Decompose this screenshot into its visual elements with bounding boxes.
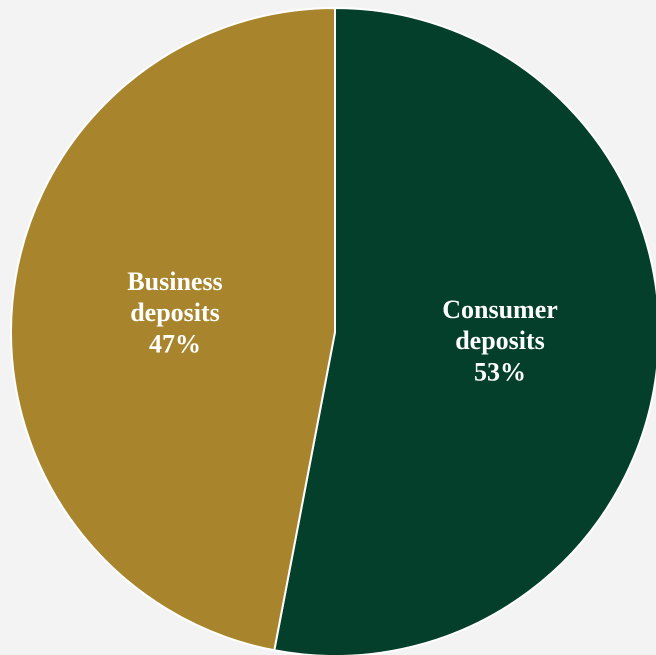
pie-labels: Consumer deposits 53%Business deposits 47% [127, 267, 557, 386]
pie-slice-label: Business deposits 47% [127, 267, 222, 358]
pie-slice-value: 53% [474, 357, 526, 386]
pie-slice-label-line: Consumer [442, 295, 558, 324]
pie-slices [10, 6, 656, 655]
pie-slice-business-deposits [10, 6, 336, 652]
pie-slice-label-line: deposits [130, 298, 220, 327]
pie-slice-label-line: deposits [455, 326, 545, 355]
pie-slice-label-line: Business [127, 267, 222, 296]
pie-slice-value: 47% [149, 329, 201, 358]
pie-slice-consumer-deposits [273, 6, 656, 655]
pie-slice-label: Consumer deposits 53% [442, 295, 558, 386]
